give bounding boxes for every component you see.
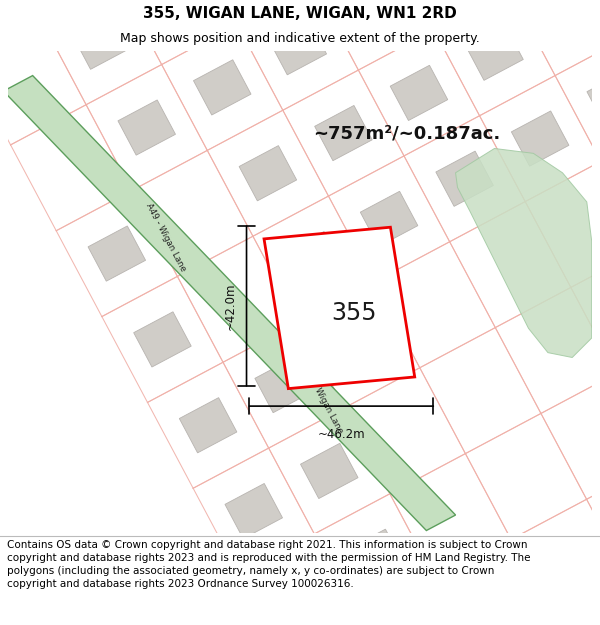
Polygon shape: [255, 357, 313, 412]
Text: ~42.0m: ~42.0m: [224, 282, 237, 330]
Polygon shape: [285, 231, 342, 287]
Text: Map shows position and indicative extent of the property.: Map shows position and indicative extent…: [120, 32, 480, 46]
Polygon shape: [455, 149, 592, 358]
Polygon shape: [541, 0, 599, 40]
Polygon shape: [118, 100, 175, 155]
Polygon shape: [314, 106, 372, 161]
Polygon shape: [193, 60, 251, 115]
Text: A49 - Wigan Lane: A49 - Wigan Lane: [144, 201, 188, 272]
Polygon shape: [331, 318, 388, 372]
Polygon shape: [264, 228, 415, 389]
Polygon shape: [4, 76, 455, 531]
Polygon shape: [511, 111, 569, 166]
Text: ~46.2m: ~46.2m: [317, 428, 365, 441]
Text: Contains OS data © Crown copyright and database right 2021. This information is : Contains OS data © Crown copyright and d…: [7, 541, 531, 589]
Text: A49 - Wigan Lane: A49 - Wigan Lane: [301, 364, 344, 436]
Polygon shape: [179, 398, 237, 453]
Polygon shape: [148, 0, 205, 29]
Polygon shape: [269, 19, 326, 75]
Polygon shape: [390, 65, 448, 121]
Polygon shape: [134, 312, 191, 367]
Polygon shape: [239, 146, 296, 201]
Polygon shape: [361, 191, 418, 246]
Polygon shape: [587, 71, 600, 126]
Polygon shape: [301, 443, 358, 499]
Text: 355: 355: [331, 301, 377, 325]
Polygon shape: [466, 25, 523, 81]
Text: 355, WIGAN LANE, WIGAN, WN1 2RD: 355, WIGAN LANE, WIGAN, WN1 2RD: [143, 6, 457, 21]
Polygon shape: [344, 0, 402, 34]
Text: ~757m²/~0.187ac.: ~757m²/~0.187ac.: [313, 125, 500, 143]
Polygon shape: [225, 484, 283, 539]
Polygon shape: [436, 151, 493, 206]
Polygon shape: [72, 14, 130, 69]
Polygon shape: [346, 529, 404, 584]
Polygon shape: [88, 226, 146, 281]
